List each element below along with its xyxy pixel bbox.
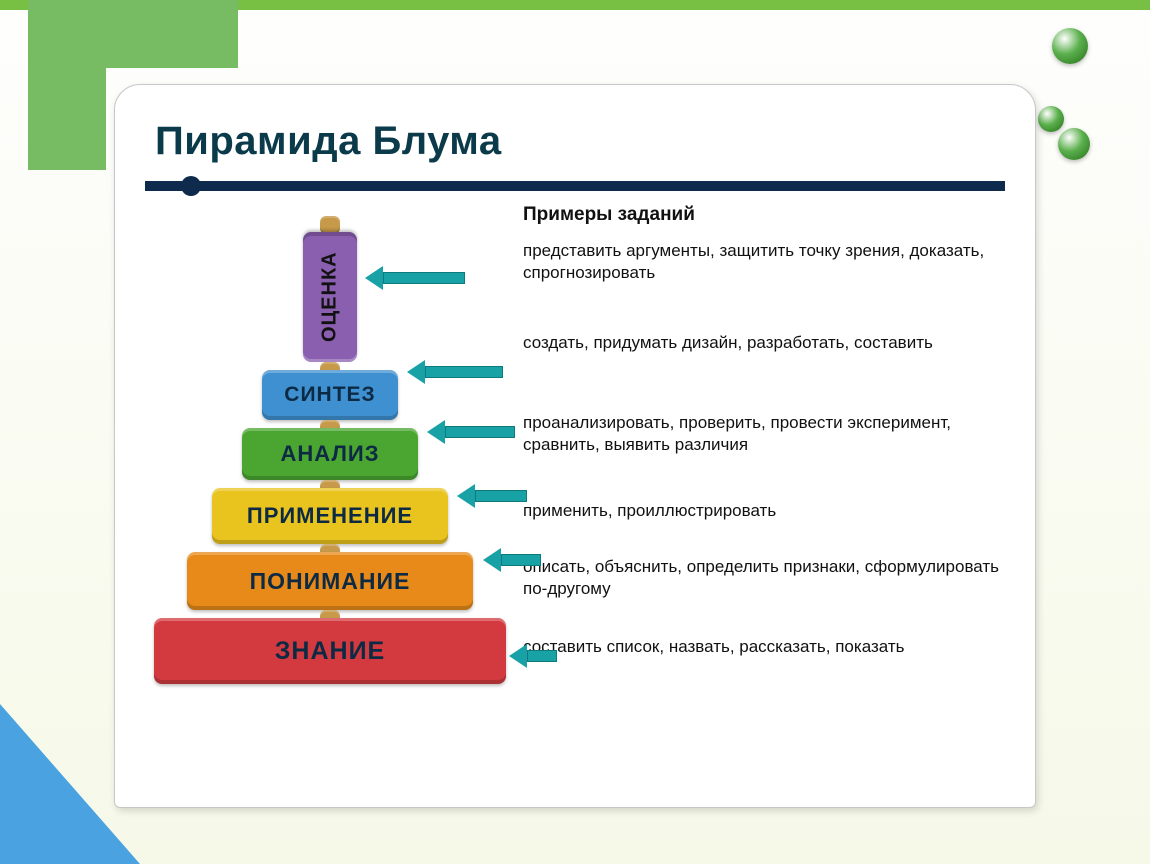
- water-drop-icon: [1058, 128, 1090, 160]
- level-description: проанализировать, проверить, провести эк…: [523, 412, 1001, 456]
- examples-header: Примеры заданий: [523, 204, 695, 226]
- pyramid-level: ПОНИМАНИЕ: [187, 552, 473, 610]
- arrow-left-icon: [427, 420, 515, 444]
- content-area: Примеры заданий ОЦЕНКА СИНТЕЗ АНАЛИЗ ПРИМЕН…: [145, 204, 1005, 744]
- level-description: представить аргументы, защитить точку зр…: [523, 240, 1001, 284]
- pyramid-level: СИНТЕЗ: [262, 370, 398, 420]
- slide-title: Пирамида Блума: [155, 119, 1005, 164]
- pyramid-level: ПРИМЕНЕНИЕ: [212, 488, 448, 544]
- slide-outer-frame: Пирамида Блума Примеры заданий ОЦЕНКА СИН…: [0, 0, 1150, 864]
- decor-green-vert: [28, 0, 106, 170]
- slide-card: Пирамида Блума Примеры заданий ОЦЕНКА СИН…: [114, 84, 1036, 808]
- arrow-left-icon: [483, 548, 541, 572]
- level-description: применить, проиллюстрировать: [523, 500, 1001, 522]
- arrow-left-icon: [457, 484, 527, 508]
- level-description: описать, объяснить, определить признаки,…: [523, 556, 1001, 600]
- arrow-left-icon: [365, 266, 465, 290]
- water-drop-icon: [1052, 28, 1088, 64]
- pyramid-level: ЗНАНИЕ: [154, 618, 506, 684]
- pyramid-level: АНАЛИЗ: [242, 428, 418, 480]
- arrow-left-icon: [509, 644, 557, 668]
- water-drop-icon: [1038, 106, 1064, 132]
- pyramid-level: ОЦЕНКА: [303, 232, 357, 362]
- level-description: создать, придумать дизайн, разработать, …: [523, 332, 1001, 354]
- level-description: составить список, назвать, рассказать, п…: [523, 636, 1001, 658]
- title-underline: [145, 178, 1005, 194]
- arrow-left-icon: [407, 360, 503, 384]
- bloom-pyramid: ОЦЕНКА СИНТЕЗ АНАЛИЗ ПРИМЕНЕНИЕ ПОНИМАНИЕ ЗНА…: [145, 228, 515, 738]
